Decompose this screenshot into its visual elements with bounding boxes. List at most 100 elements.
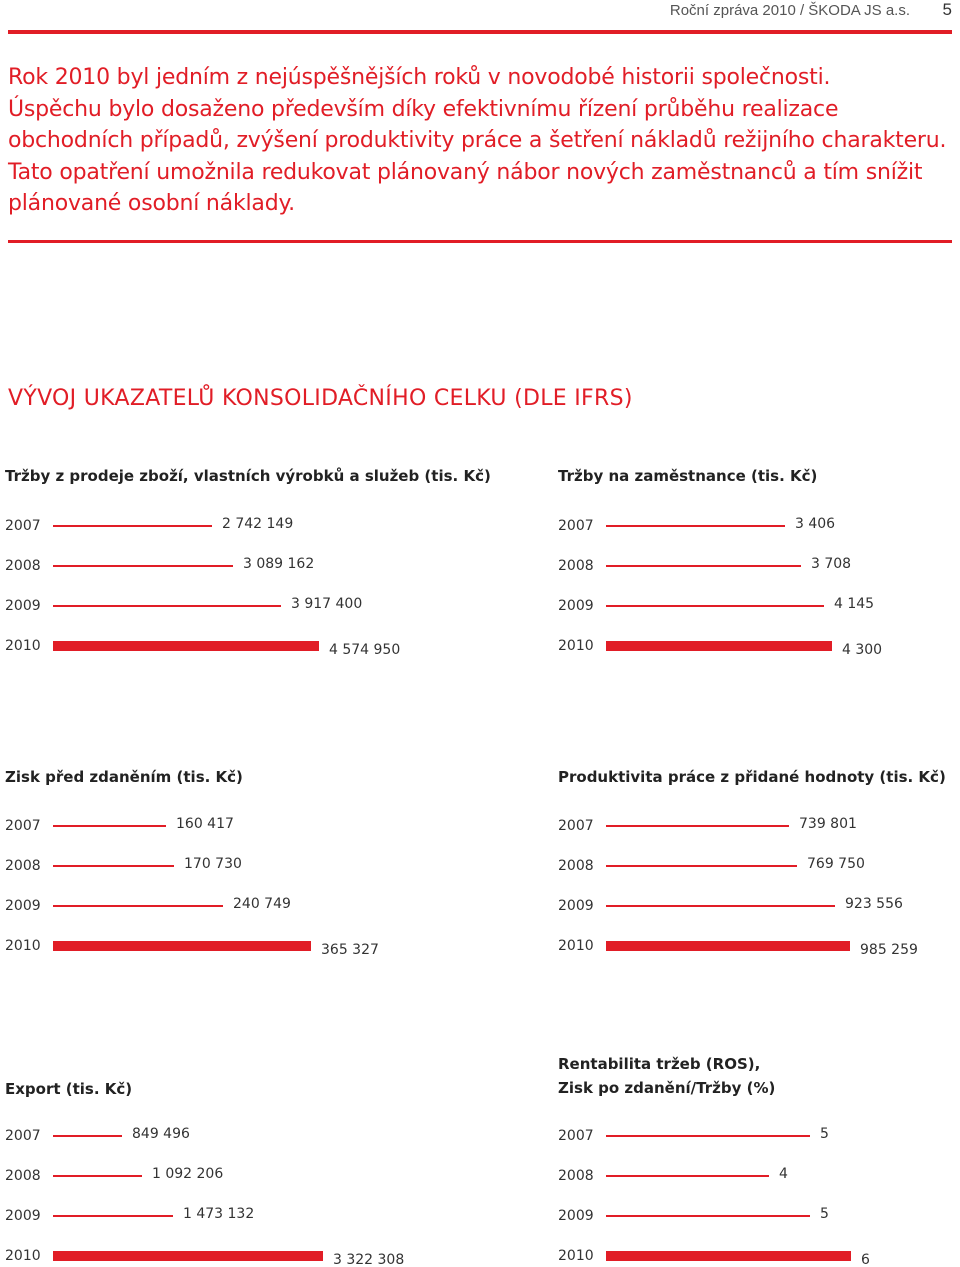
bar (606, 905, 835, 907)
bar-row: 2009 3 917 400 (5, 596, 405, 616)
year-label: 2008 (558, 1168, 594, 1184)
bar-row: 2008 4 (558, 1166, 958, 1186)
year-label: 2008 (5, 858, 41, 874)
year-label: 2007 (558, 518, 594, 534)
bar-chart: Produktivita práce z přidané hodnoty (ti… (558, 765, 958, 976)
bar (53, 565, 233, 567)
value-label: 4 300 (842, 642, 883, 658)
year-label: 2007 (5, 1128, 41, 1144)
bar-row: 2008 769 750 (558, 856, 958, 876)
bar (606, 941, 850, 951)
value-label: 4 145 (834, 596, 875, 612)
chart-title: Zisk před zdaněním (tis. Kč) (5, 768, 243, 786)
year-label: 2010 (5, 1248, 41, 1264)
value-label: 3 322 308 (333, 1252, 405, 1267)
bar (606, 565, 801, 567)
bar (53, 1175, 142, 1177)
bar-row: 2010 4 300 (558, 636, 958, 658)
bar-chart: Tržby na zaměstnance (tis. Kč) 2007 3 406 2… (558, 464, 958, 676)
bar-row: 2008 1 092 206 (5, 1166, 405, 1186)
year-label: 2007 (5, 518, 41, 534)
year-label: 2007 (5, 818, 41, 834)
bar (53, 941, 311, 951)
value-label: 4 574 950 (329, 642, 401, 658)
bar-row: 2010 3 322 308 (5, 1246, 405, 1267)
section-rule (8, 240, 952, 243)
bar (606, 605, 824, 607)
chart-title: Rentabilita tržeb (ROS), (558, 1055, 761, 1073)
year-label: 2010 (5, 638, 41, 654)
value-label: 240 749 (233, 896, 291, 912)
year-label: 2010 (558, 638, 594, 654)
year-label: 2008 (5, 1168, 41, 1184)
bar (53, 1215, 173, 1217)
bar (606, 825, 789, 827)
bar-row: 2009 4 145 (558, 596, 958, 616)
year-label: 2009 (558, 598, 594, 614)
value-label: 985 259 (860, 942, 918, 958)
bar (606, 1135, 810, 1137)
chart-title: Tržby na zaměstnance (tis. Kč) (558, 467, 818, 485)
value-label: 3 406 (795, 516, 836, 532)
chart-title: Produktivita práce z přidané hodnoty (ti… (558, 768, 946, 786)
year-label: 2009 (5, 598, 41, 614)
bar (606, 641, 832, 651)
page-number: 5 (942, 0, 952, 19)
year-label: 2007 (558, 1128, 594, 1144)
bar (606, 1215, 810, 1217)
section-title: VÝVOJ UKAZATELŮ KONSOLIDAČNÍHO CELKU (DL… (8, 386, 633, 411)
bar (53, 605, 281, 607)
bar-chart: Zisk před zdaněním (tis. Kč) 2007 160 417 2… (5, 765, 405, 976)
bar-row: 2010 4 574 950 (5, 636, 405, 658)
value-label: 923 556 (845, 896, 903, 912)
intro-paragraph-2: Úspěchu bylo dosaženo především díky efe… (8, 96, 947, 217)
year-label: 2008 (558, 558, 594, 574)
value-label: 769 750 (807, 856, 865, 872)
bar-row: 2007 5 (558, 1126, 958, 1146)
bar-row: 2010 985 259 (558, 936, 958, 958)
bar-row: 2008 3 089 162 (5, 556, 405, 576)
year-label: 2007 (558, 818, 594, 834)
bar-row: 2009 1 473 132 (5, 1206, 405, 1226)
chart-title: Zisk po zdanění/Tržby (%) (558, 1079, 776, 1097)
value-label: 170 730 (184, 856, 242, 872)
bar (53, 905, 223, 907)
bar (53, 865, 174, 867)
report-title: Roční zpráva 2010 / ŠKODA JS a.s. (669, 2, 910, 19)
bar-row: 2007 3 406 (558, 516, 958, 536)
year-label: 2009 (5, 898, 41, 914)
year-label: 2009 (5, 1208, 41, 1224)
year-label: 2008 (5, 558, 41, 574)
bar (606, 1175, 769, 1177)
value-label: 3 917 400 (291, 596, 363, 612)
intro-text: Rok 2010 byl jedním z nejúspěšnějších ro… (8, 62, 953, 220)
bar (606, 1251, 851, 1261)
year-label: 2010 (558, 938, 594, 954)
value-label: 849 496 (132, 1126, 190, 1142)
bar-row: 2009 5 (558, 1206, 958, 1226)
year-label: 2010 (558, 1248, 594, 1264)
bar-chart: Rentabilita tržeb (ROS), Zisk po zdanění/… (558, 1052, 958, 1267)
value-label: 365 327 (321, 942, 379, 958)
value-label: 3 089 162 (243, 556, 315, 572)
bar-row: 2009 923 556 (558, 896, 958, 916)
bar-row: 2010 6 (558, 1246, 958, 1267)
bar-row: 2007 160 417 (5, 816, 405, 836)
bar-row: 2007 739 801 (558, 816, 958, 836)
value-label: 1 092 206 (152, 1166, 224, 1182)
year-label: 2009 (558, 1208, 594, 1224)
chart-title: Tržby z prodeje zboží, vlastních výrobků… (5, 467, 491, 485)
year-label: 2009 (558, 898, 594, 914)
bar-row: 2008 170 730 (5, 856, 405, 876)
bar (53, 1251, 323, 1261)
bar-row: 2007 849 496 (5, 1126, 405, 1146)
bar-row: 2010 365 327 (5, 936, 405, 958)
value-label: 2 742 149 (222, 516, 294, 532)
bar (606, 865, 797, 867)
value-label: 6 (861, 1252, 870, 1267)
value-label: 160 417 (176, 816, 234, 832)
bar-chart: Tržby z prodeje zboží, vlastních výrobků… (5, 464, 491, 676)
bar-row: 2008 3 708 (558, 556, 958, 576)
value-label: 4 (779, 1166, 788, 1182)
bar (53, 525, 212, 527)
